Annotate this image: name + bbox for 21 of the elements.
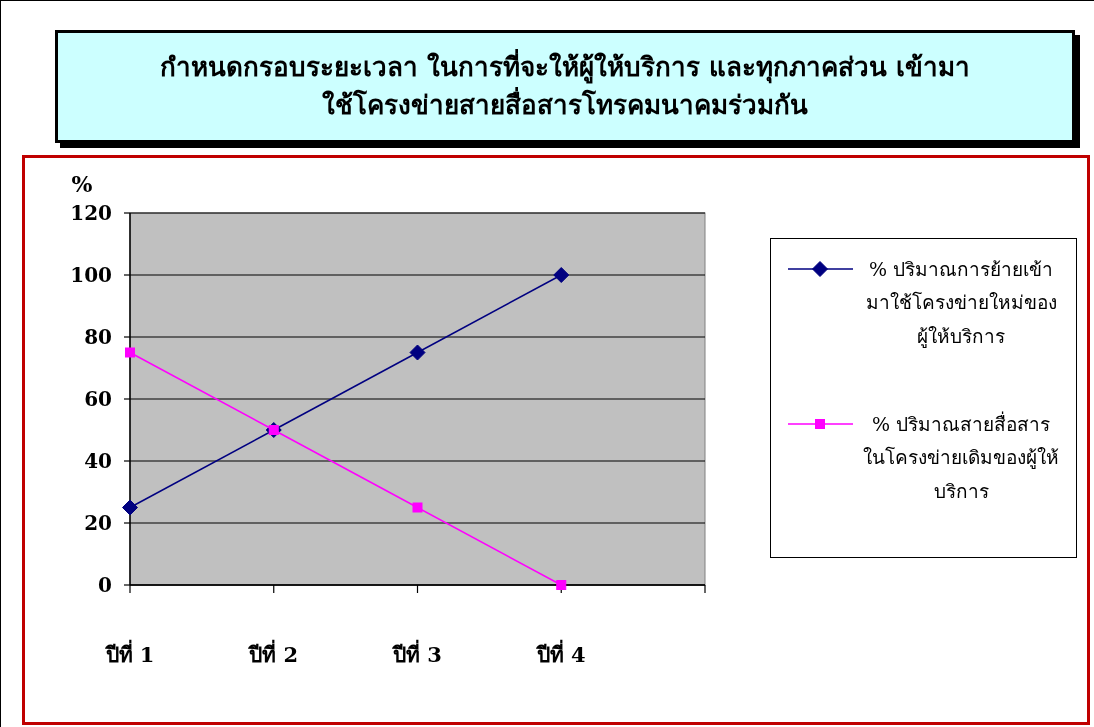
point bbox=[556, 580, 567, 590]
y-tick-label: 0 bbox=[98, 573, 112, 597]
point bbox=[125, 347, 135, 358]
legend-label: % ปริมาณการย้ายเข้ามาใช้โครงข่ายใหม่ของผู้ให้บริการ bbox=[864, 257, 1058, 350]
y-tick-label: 60 bbox=[84, 387, 112, 411]
x-tick-label: ปีที่ 1 bbox=[103, 639, 155, 667]
y-tick-label: 100 bbox=[70, 263, 112, 287]
point bbox=[122, 499, 138, 516]
y-axis-title: % bbox=[71, 171, 93, 197]
x-tick-label: ปีที่ 2 bbox=[247, 639, 299, 667]
point bbox=[412, 502, 423, 513]
chart-title: กำหนดกรอบระยะเวลา ในการที่จะให้ผู้ให้บริการ และทุกภาคส่วน เข้ามาใช้โครงข่ายสายสื่อสารโทรคมนาคมร่วมกัน bbox=[55, 30, 1075, 143]
y-tick-label: 40 bbox=[84, 449, 112, 473]
point bbox=[553, 267, 570, 283]
y-tick-label: 120 bbox=[70, 201, 112, 225]
point bbox=[409, 344, 426, 361]
legend-label: % ปริมาณสายสื่อสารในโครงข่ายเดิมของผู้ให้บริการ bbox=[862, 410, 1060, 504]
y-tick-label: 20 bbox=[84, 511, 112, 535]
x-tick-label: ปีที่ 3 bbox=[391, 639, 442, 667]
x-tick-label: ปีที่ 4 bbox=[534, 639, 586, 667]
y-tick-label: 80 bbox=[84, 325, 112, 349]
